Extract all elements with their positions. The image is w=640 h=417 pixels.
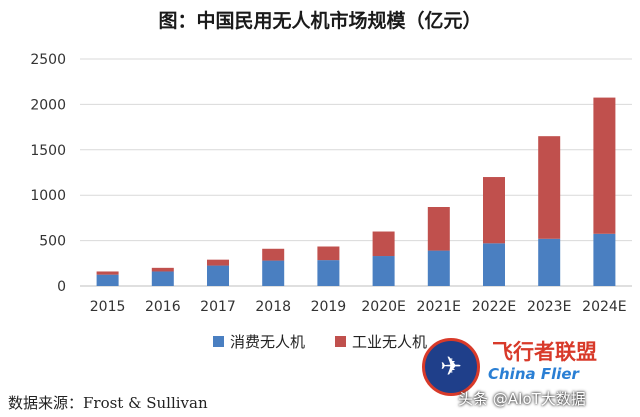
chart-legend: 消费无人机 工业无人机 bbox=[0, 331, 640, 352]
bar-consumer bbox=[593, 233, 616, 286]
x-tick-label: 2021E bbox=[417, 299, 461, 315]
x-tick-label: 2020E bbox=[361, 299, 405, 315]
legend-swatch-consumer bbox=[212, 336, 224, 347]
source-note: 数据来源：Frost & Sullivan bbox=[8, 394, 208, 412]
chart-title: 图：中国民用无人机市场规模（亿元） bbox=[158, 10, 482, 32]
bar-industrial bbox=[96, 271, 119, 275]
bar-consumer bbox=[207, 265, 229, 286]
y-tick-label: 1000 bbox=[30, 188, 66, 204]
legend-label-industrial: 工业无人机 bbox=[352, 333, 428, 351]
bar-industrial bbox=[427, 207, 450, 251]
bar-industrial bbox=[483, 177, 505, 244]
bar-industrial bbox=[151, 267, 174, 272]
airplane-logo-icon: ✈ bbox=[422, 338, 480, 396]
x-tick-label: 2016 bbox=[145, 299, 181, 315]
bar-consumer bbox=[483, 243, 505, 286]
bar-consumer bbox=[151, 271, 174, 286]
bar-industrial bbox=[262, 248, 285, 261]
bar-industrial bbox=[593, 97, 616, 234]
y-tick-label: 500 bbox=[39, 234, 66, 250]
bar-industrial bbox=[317, 246, 340, 261]
x-tick-label: 2017 bbox=[200, 299, 236, 315]
x-tick-label: 2024E bbox=[582, 299, 626, 315]
bar-consumer bbox=[262, 260, 285, 286]
bar-consumer bbox=[427, 250, 450, 286]
watermark-brand: 飞行者联盟 bbox=[492, 340, 597, 364]
y-tick-label: 2500 bbox=[30, 52, 66, 68]
legend-swatch-industrial bbox=[335, 336, 346, 347]
x-tick-label: 2023E bbox=[527, 299, 571, 315]
bar-consumer bbox=[317, 260, 340, 286]
x-tick-label: 2015 bbox=[90, 299, 126, 315]
bar-consumer bbox=[372, 256, 395, 286]
x-tick-label: 2019 bbox=[311, 299, 347, 315]
bar-industrial bbox=[207, 259, 229, 266]
bar-industrial bbox=[372, 231, 395, 257]
bar-industrial bbox=[538, 136, 561, 239]
x-tick-label: 2022E bbox=[472, 299, 516, 315]
bar-consumer bbox=[96, 274, 119, 286]
bar-consumer bbox=[538, 238, 561, 286]
watermark-credit: 头条 @AIoT大数据 bbox=[458, 390, 586, 408]
y-tick-label: 1500 bbox=[30, 143, 66, 159]
y-tick-label: 0 bbox=[57, 279, 66, 295]
y-tick-label: 2000 bbox=[30, 97, 66, 113]
x-tick-label: 2018 bbox=[255, 299, 291, 315]
legend-item-industrial: 工业无人机 bbox=[335, 331, 427, 352]
legend-item-consumer: 消费无人机 bbox=[212, 331, 305, 352]
legend-label-consumer: 消费无人机 bbox=[229, 333, 305, 351]
watermark: ✈ 飞行者联盟 China Flier 头条 @AIoT大数据 bbox=[422, 336, 632, 412]
watermark-domain: China Flier bbox=[488, 365, 579, 383]
